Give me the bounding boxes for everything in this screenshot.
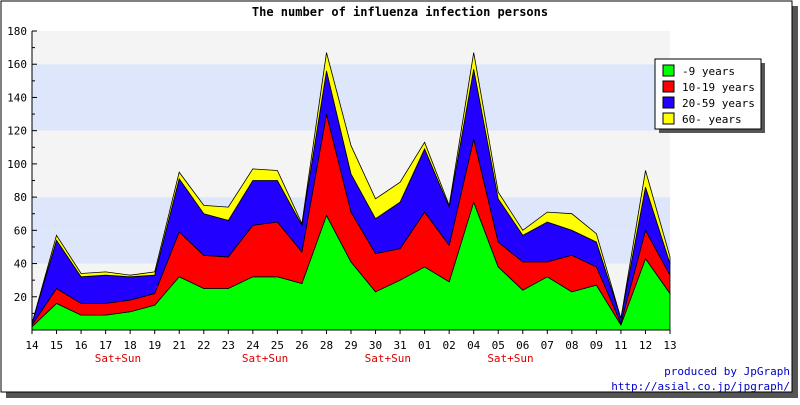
x-tick-label: 29 (344, 339, 357, 352)
legend-label: -9 years (682, 65, 735, 78)
legend-swatch (662, 112, 675, 125)
credit-line-1: produced by JpGraph (664, 365, 790, 378)
y-tick-label: 160 (7, 58, 27, 71)
x-tick-label: 16 (74, 339, 87, 352)
x-tick-label: 02 (443, 339, 456, 352)
x-tick-label: 31 (393, 339, 406, 352)
x-tick-label: 19 (148, 339, 161, 352)
y-tick-label: 100 (7, 158, 27, 171)
axes: 20 40 60 80 100 120 140 160 180 14 15 16 17 18 19 21 22 2… (7, 25, 677, 365)
grid-band (32, 31, 670, 65)
legend-label: 60- years (682, 113, 742, 126)
grid-band (32, 64, 670, 98)
legend: -9 years 10-19 years 20-59 years 60- years (654, 58, 765, 133)
x-tick-label: 22 (197, 339, 210, 352)
legend-swatch (662, 80, 675, 93)
series-area-3 (31, 52, 671, 324)
y-tick-label: 180 (7, 25, 27, 38)
x-tick-label: 06 (516, 339, 529, 352)
weekend-label: Sat+Sun (487, 352, 533, 365)
y-tick-label: 20 (14, 291, 27, 304)
y-tick-label: 40 (14, 258, 27, 271)
x-tick-label: 08 (565, 339, 578, 352)
y-tick-label: 140 (7, 91, 27, 104)
credit-line-2: http://asial.co.jp/jpgraph/ (611, 380, 790, 393)
x-tick-label: 24 (246, 339, 260, 352)
plot-areas (31, 52, 671, 331)
x-tick-label: 26 (295, 339, 308, 352)
x-tick-label: 12 (639, 339, 652, 352)
x-tick-label: 17 (99, 339, 112, 352)
x-tick-label: 14 (25, 339, 39, 352)
weekend-label: Sat+Sun (95, 352, 141, 365)
legend-label: 10-19 years (682, 81, 755, 94)
x-tick-label: 30 (369, 339, 382, 352)
x-tick-label: 05 (492, 339, 505, 352)
x-tick-label: 18 (124, 339, 137, 352)
grid-band (32, 97, 670, 131)
chart-title: The number of influenza infection person… (252, 5, 548, 19)
x-tick-label: 04 (467, 339, 481, 352)
x-tick-label: 15 (50, 339, 63, 352)
x-tick-label: 07 (541, 339, 554, 352)
x-tick-label: 25 (271, 339, 284, 352)
x-tick-label: 28 (320, 339, 333, 352)
x-tick-label: 23 (222, 339, 235, 352)
x-tick-label: 13 (663, 339, 676, 352)
x-tick-label: 01 (418, 339, 431, 352)
y-tick-label: 60 (14, 224, 27, 237)
y-tick-label: 120 (7, 125, 27, 138)
legend-swatch (662, 64, 675, 77)
legend-label: 20-59 years (682, 97, 755, 110)
x-tick-label: 21 (173, 339, 186, 352)
x-tick-label: 11 (614, 339, 627, 352)
weekend-label: Sat+Sun (365, 352, 411, 365)
legend-swatch (662, 96, 675, 109)
x-tick-label: 09 (590, 339, 603, 352)
y-tick-label: 80 (14, 191, 27, 204)
weekend-label: Sat+Sun (242, 352, 288, 365)
